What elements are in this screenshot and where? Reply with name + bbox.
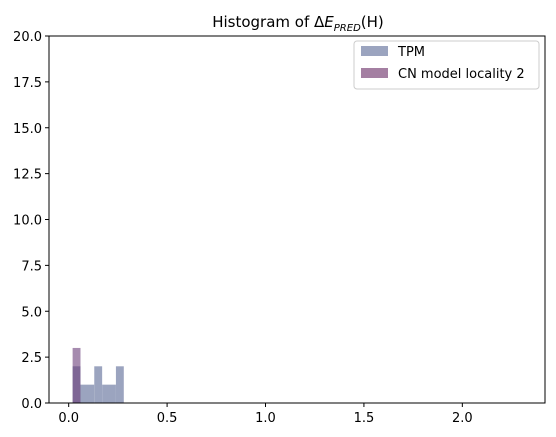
x-axis: 0.0 0.5 1.0 1.5 2.0 <box>58 403 473 426</box>
legend: TPM CN model locality 2 <box>353 40 540 90</box>
bar-tpm-2 <box>94 366 103 403</box>
legend-swatch-tpm <box>361 46 388 56</box>
x-tick-label: 0.5 <box>157 411 178 426</box>
y-tick-label: 20.0 <box>13 30 42 45</box>
y-tick-label: 0.0 <box>21 397 42 412</box>
y-tick-label: 12.5 <box>13 168 42 183</box>
y-tick-label: 5.0 <box>21 305 42 320</box>
y-tick-label: 10.0 <box>13 214 42 229</box>
legend-label-tpm: TPM <box>397 45 425 60</box>
plot-frame <box>48 35 546 404</box>
x-tick-label: 1.0 <box>255 411 276 426</box>
bars-group <box>72 347 124 403</box>
bar-tpm-1 <box>80 384 95 403</box>
x-tick-label: 2.0 <box>452 411 473 426</box>
y-tick-label: 15.0 <box>13 122 42 137</box>
bar-tpm-3 <box>102 384 116 403</box>
chart-title: Histogram of ΔEPRED(H) <box>212 13 384 34</box>
bar-tpm-4 <box>115 366 124 403</box>
legend-label-cn-model: CN model locality 2 <box>398 67 525 82</box>
y-axis: 0.0 2.5 5.0 7.5 10.0 12.5 15.0 17.5 20.0 <box>13 30 49 412</box>
y-tick-label: 7.5 <box>21 259 42 274</box>
y-tick-label: 2.5 <box>21 351 42 366</box>
legend-swatch-cn-model <box>361 68 388 78</box>
x-tick-label: 1.5 <box>354 411 375 426</box>
bar-cn-model-0 <box>72 347 81 403</box>
y-tick-label: 17.5 <box>13 76 42 91</box>
legend-box <box>353 40 540 90</box>
x-tick-label: 0.0 <box>58 411 79 426</box>
